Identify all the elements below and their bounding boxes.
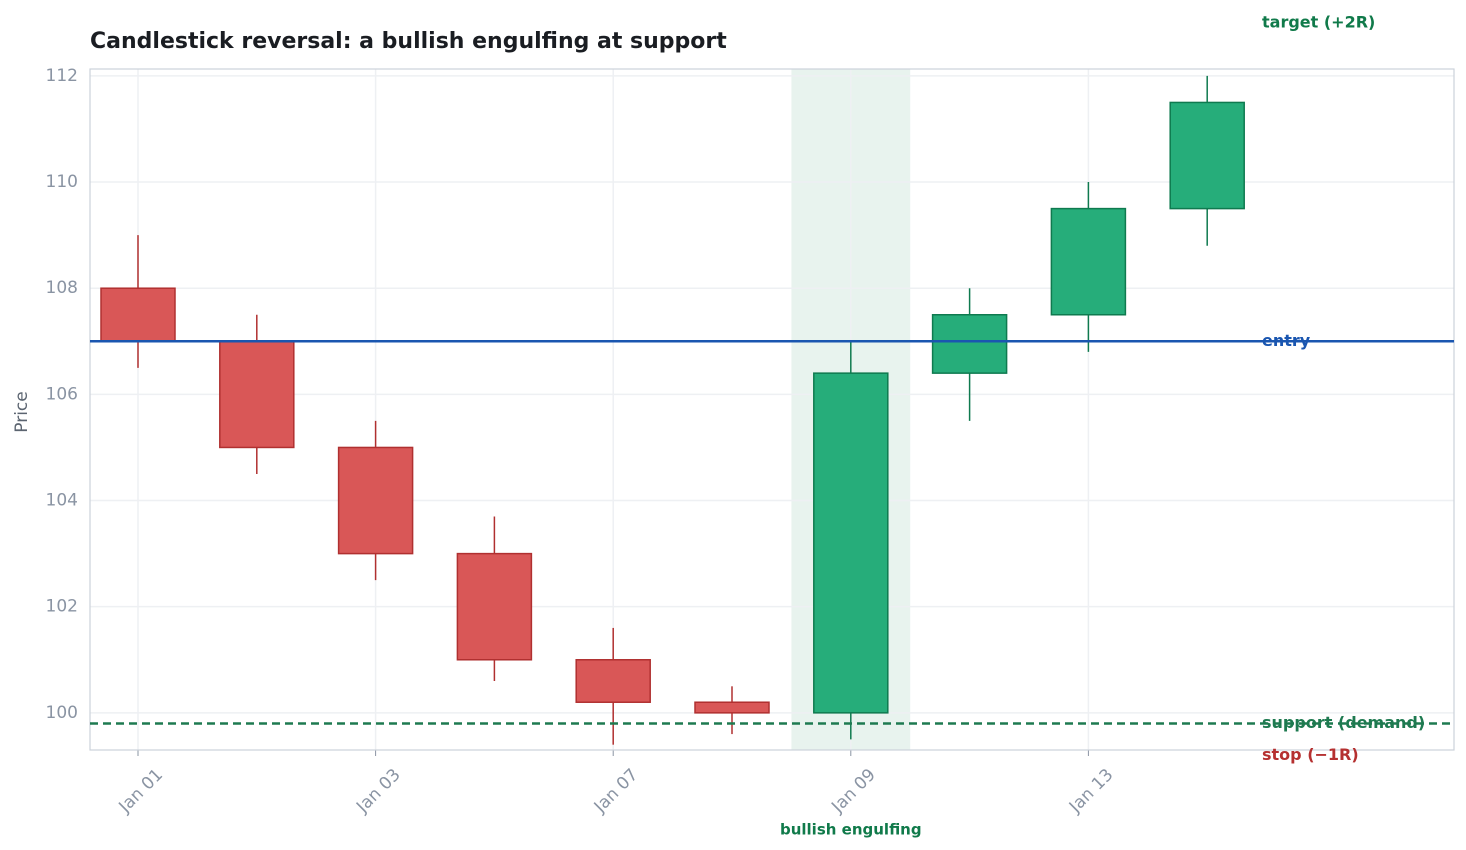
chart-title: Candlestick reversal: a bullish engulfin… (90, 29, 727, 54)
y-tick-label: 106 (46, 384, 78, 404)
plot-frame (89, 68, 1455, 751)
candle-body (931, 314, 1008, 374)
candle-body (100, 287, 176, 343)
candle-body (1169, 101, 1245, 210)
x-tick-label: Jan 01 (115, 765, 168, 818)
candle-body (575, 659, 651, 703)
y-tick-label: 110 (46, 172, 78, 192)
x-tick-label: Jan 13 (1065, 765, 1118, 818)
candle-body (219, 340, 295, 449)
candle-body (337, 446, 414, 555)
candle-body (1050, 207, 1127, 316)
highlight-label: bullish engulfing (780, 821, 922, 839)
candle-body (813, 372, 889, 714)
level-label: stop (−1R) (1262, 745, 1359, 764)
x-tick-label: Jan 07 (590, 765, 643, 818)
y-tick-label: 102 (46, 597, 78, 617)
level-label: entry (1262, 331, 1311, 350)
y-tick-label: 100 (46, 703, 78, 723)
candle-body (694, 701, 770, 714)
level-label: support (demand) (1262, 713, 1425, 732)
y-tick-label: 104 (46, 491, 78, 511)
level-label: target (+2R) (1262, 12, 1375, 31)
y-axis-label: Price (12, 391, 32, 432)
y-tick-label: 108 (46, 278, 78, 298)
candle-body (456, 552, 533, 661)
x-tick-label: Jan 09 (827, 765, 880, 818)
y-tick-label: 112 (46, 66, 78, 86)
x-tick-label: Jan 03 (352, 765, 405, 818)
